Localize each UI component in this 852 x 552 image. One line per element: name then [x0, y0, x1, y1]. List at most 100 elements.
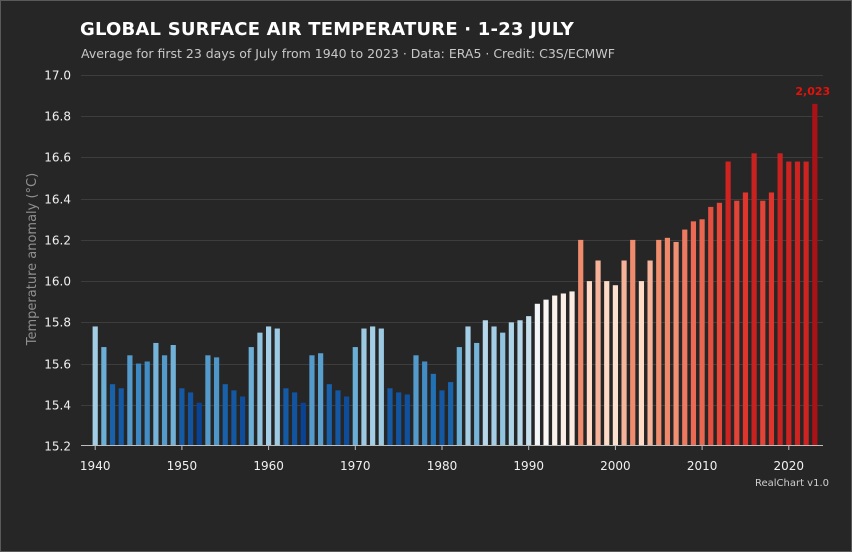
bar-1987[interactable]: [500, 332, 506, 446]
bar-2022[interactable]: [803, 161, 809, 446]
bar-1950[interactable]: [179, 388, 185, 446]
bar-2003[interactable]: [638, 281, 645, 446]
bar-1988[interactable]: [508, 322, 514, 446]
bar-1976[interactable]: [404, 394, 410, 446]
bar-1954[interactable]: [213, 357, 220, 446]
bar-1999[interactable]: [604, 281, 610, 446]
bar-2000[interactable]: [612, 285, 618, 446]
bar-1985[interactable]: [482, 320, 488, 446]
bar-1948[interactable]: [161, 355, 168, 446]
y-tick-label: 16.8: [44, 110, 71, 124]
bar-1980[interactable]: [439, 390, 445, 446]
bar-2018[interactable]: [768, 192, 775, 446]
bar-1998[interactable]: [595, 260, 601, 447]
bar-1944[interactable]: [127, 355, 133, 446]
x-axis-ticks: 1940 1950 1960 1970 1980 1990 2000 2010 2020: [80, 446, 804, 473]
x-tick-label: 1950: [167, 459, 198, 473]
bar-2019[interactable]: [777, 153, 783, 446]
y-axis-ticks: 15.2 15.4 15.6 15.8 16.0 16.2 16.4 16.6 16.8 17.0: [44, 69, 71, 454]
bar-1972[interactable]: [370, 326, 376, 446]
bar-1947[interactable]: [153, 342, 159, 446]
bar-1971[interactable]: [361, 328, 367, 446]
bar-2012[interactable]: [716, 202, 723, 446]
bar-1959[interactable]: [257, 332, 263, 446]
bar-1962[interactable]: [283, 388, 289, 446]
bar-1993[interactable]: [552, 295, 558, 446]
bar-1965[interactable]: [309, 355, 315, 446]
bar-1949[interactable]: [170, 345, 176, 446]
bar-1969[interactable]: [344, 396, 350, 446]
bar-1943[interactable]: [118, 388, 124, 446]
bar-2021[interactable]: [794, 161, 801, 446]
bar-1967[interactable]: [326, 384, 332, 446]
y-tick-label: 16.2: [44, 234, 71, 248]
bar-2010[interactable]: [699, 219, 705, 446]
bar-1994[interactable]: [560, 293, 566, 446]
bar-1964[interactable]: [300, 402, 306, 446]
bar-1982[interactable]: [456, 347, 462, 446]
chart-subtitle: Average for first 23 days of July from 1…: [81, 46, 615, 61]
bar-2007[interactable]: [673, 241, 679, 446]
bar-2005[interactable]: [656, 239, 662, 446]
bar-1974[interactable]: [387, 388, 393, 446]
bar-2008[interactable]: [682, 229, 688, 446]
bar-1992[interactable]: [543, 299, 549, 446]
y-tick-label: 16.4: [44, 193, 71, 207]
bar-1977[interactable]: [413, 355, 419, 446]
bar-2001[interactable]: [621, 260, 627, 447]
bar-1978[interactable]: [422, 361, 428, 446]
bar-1941[interactable]: [101, 347, 107, 446]
bar-2015[interactable]: [742, 192, 749, 446]
bar-1981[interactable]: [448, 382, 454, 446]
bar-1991[interactable]: [534, 303, 540, 446]
bar-1957[interactable]: [239, 396, 246, 446]
x-tick-label: 2020: [774, 459, 805, 473]
bars: [92, 103, 818, 447]
y-tick-label: 15.2: [44, 440, 71, 454]
bar-1946[interactable]: [144, 361, 150, 446]
bar-2016[interactable]: [751, 153, 757, 446]
bar-2006[interactable]: [664, 237, 671, 446]
bar-2017[interactable]: [760, 200, 766, 446]
bar-1960[interactable]: [266, 326, 272, 446]
x-tick-label: 1960: [253, 459, 284, 473]
bar-2011[interactable]: [708, 206, 714, 446]
bar-2023[interactable]: [812, 103, 818, 447]
bar-2013[interactable]: [725, 161, 731, 446]
bar-1963[interactable]: [292, 392, 298, 446]
bar-1958[interactable]: [248, 347, 254, 446]
bar-1997[interactable]: [586, 281, 592, 446]
bar-1961[interactable]: [274, 328, 280, 446]
grid-lines: [81, 75, 823, 406]
bar-1975[interactable]: [396, 392, 402, 446]
bar-1956[interactable]: [231, 390, 237, 446]
bar-1996[interactable]: [578, 239, 584, 446]
bar-2014[interactable]: [734, 200, 740, 446]
bar-1951[interactable]: [187, 392, 194, 446]
bar-1952[interactable]: [196, 402, 202, 446]
bar-1966[interactable]: [318, 353, 324, 446]
bar-label-2023: 2,023: [795, 85, 830, 98]
bar-1955[interactable]: [222, 384, 228, 446]
bar-2002[interactable]: [630, 239, 636, 446]
bar-1984[interactable]: [474, 342, 480, 446]
bar-1953[interactable]: [205, 355, 211, 446]
y-tick-label: 17.0: [44, 69, 71, 83]
bar-2009[interactable]: [690, 221, 697, 446]
bar-1986[interactable]: [491, 326, 497, 446]
bar-1968[interactable]: [335, 390, 341, 446]
y-tick-label: 16.6: [44, 151, 71, 165]
bar-1990[interactable]: [526, 316, 532, 446]
bar-1942[interactable]: [109, 384, 116, 446]
bar-1973[interactable]: [378, 328, 384, 446]
bar-1983[interactable]: [465, 326, 471, 446]
bar-1945[interactable]: [135, 363, 142, 446]
bar-1989[interactable]: [517, 320, 523, 446]
bar-2004[interactable]: [647, 260, 653, 447]
x-tick-label: 2010: [687, 459, 718, 473]
bar-1940[interactable]: [92, 326, 98, 446]
bar-1995[interactable]: [569, 291, 575, 446]
bar-1970[interactable]: [352, 347, 358, 446]
bar-2020[interactable]: [786, 161, 792, 446]
bar-1979[interactable]: [430, 373, 436, 446]
